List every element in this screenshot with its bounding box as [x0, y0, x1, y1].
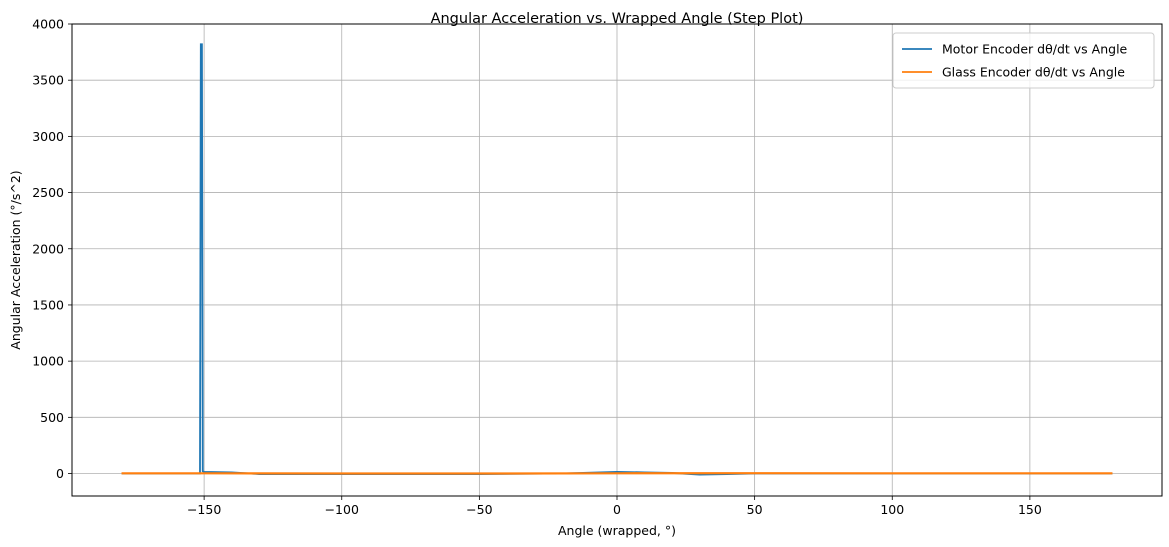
- series-group: [121, 43, 1113, 476]
- x-tick-label: 0: [613, 502, 621, 517]
- y-tick-label: 2500: [32, 185, 64, 200]
- y-tick-label: 3000: [32, 129, 64, 144]
- legend-label-motor: Motor Encoder dθ/dt vs Angle: [942, 42, 1128, 57]
- x-tick-label: −50: [466, 502, 492, 517]
- y-tick-label: 4000: [32, 17, 64, 32]
- x-tick-label: −150: [187, 502, 221, 517]
- y-tick-label: 500: [40, 410, 64, 425]
- x-tick-label: 50: [747, 502, 763, 517]
- y-axis-ticks: 0 500 1000 1500 2000 2500 3000 3500 4000: [32, 17, 72, 481]
- y-tick-label: 1500: [32, 297, 64, 312]
- legend-box: [892, 32, 1155, 89]
- legend-label-glass: Glass Encoder dθ/dt vs Angle: [942, 65, 1125, 80]
- x-tick-label: 150: [1018, 502, 1042, 517]
- y-tick-label: 1000: [32, 354, 64, 369]
- x-tick-label: 100: [880, 502, 904, 517]
- x-axis-ticks: −150 −100 −50 0 50 100 150: [187, 496, 1042, 517]
- y-tick-label: 0: [56, 466, 64, 481]
- y-axis-label: Angular Acceleration (°/s^2): [8, 170, 23, 349]
- x-axis-label: Angle (wrapped, °): [558, 523, 676, 538]
- chart-title: Angular Acceleration vs. Wrapped Angle (…: [431, 11, 804, 27]
- legend: Motor Encoder dθ/dt vs Angle Glass Encod…: [892, 32, 1155, 89]
- x-tick-label: −100: [325, 502, 359, 517]
- y-tick-label: 2000: [32, 241, 64, 256]
- y-tick-label: 3500: [32, 73, 64, 88]
